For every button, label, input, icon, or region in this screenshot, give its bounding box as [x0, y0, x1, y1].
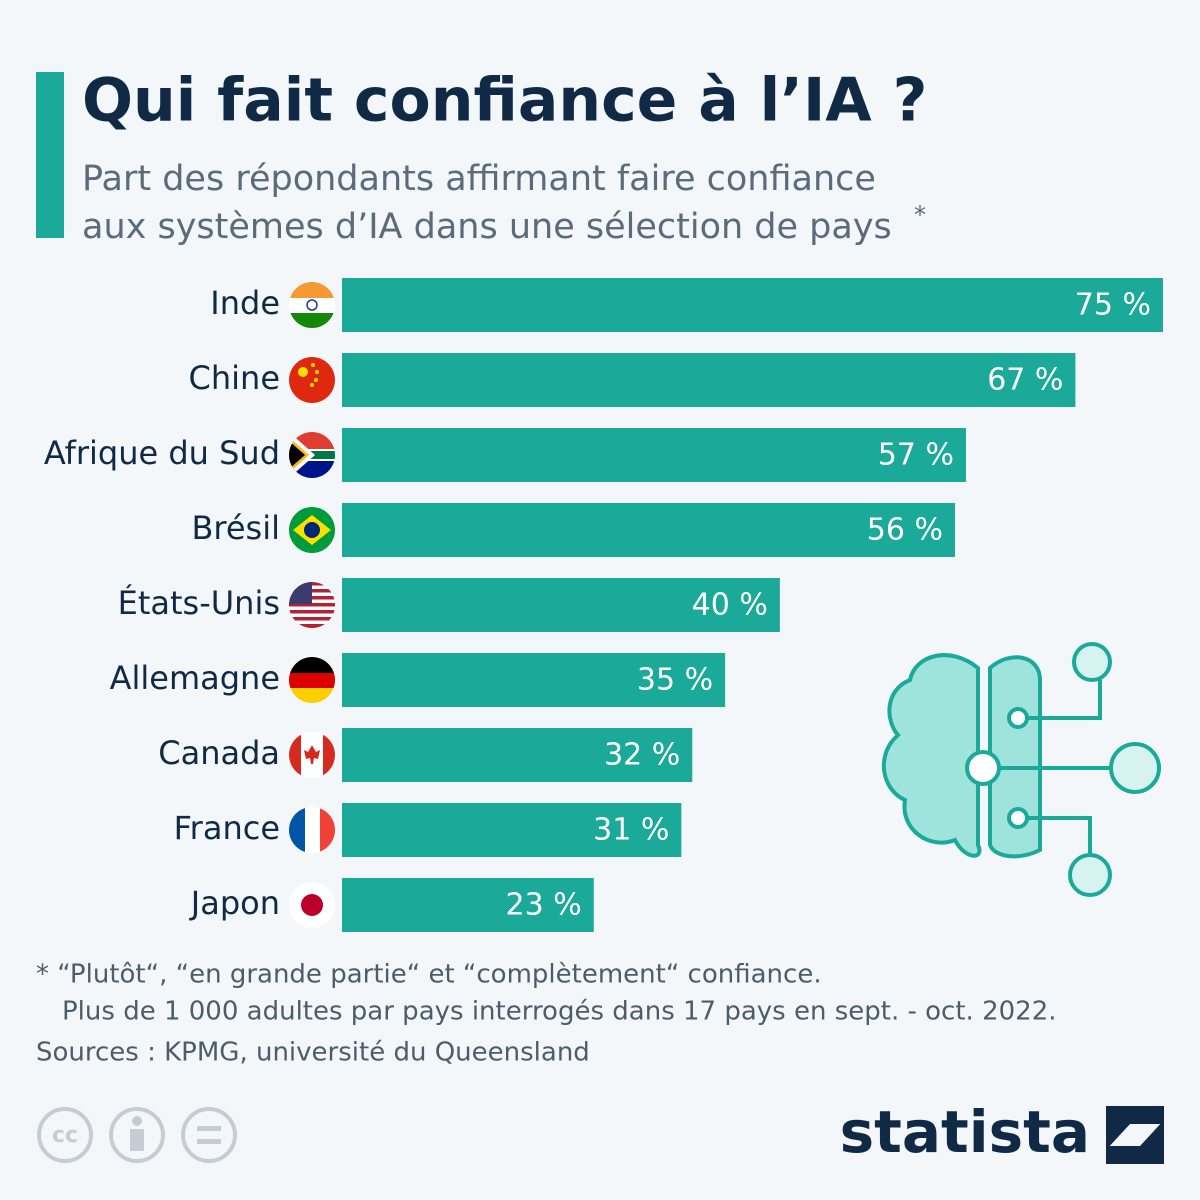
source: Sources : KPMG, université du Queensland: [36, 1038, 590, 1068]
category-label: Brésil: [191, 509, 280, 547]
flag-france: [289, 807, 335, 853]
bar: [342, 653, 726, 707]
bar: [342, 728, 693, 782]
flag-brazil: [289, 507, 335, 553]
flags: [289, 282, 335, 928]
value-label: 57 %: [878, 438, 954, 473]
category-label: Japon: [189, 884, 280, 922]
accent-bar: [36, 72, 64, 238]
flag-china: [289, 357, 335, 403]
bar: [342, 578, 780, 632]
bar: [342, 428, 966, 482]
flag-usa: [289, 582, 335, 628]
flag-canada: [289, 732, 335, 778]
category-label: Inde: [210, 284, 280, 322]
value-label: 75 %: [1075, 288, 1151, 323]
value-label: 67 %: [987, 363, 1063, 398]
flag-india: [289, 282, 335, 328]
value-label: 40 %: [692, 588, 768, 623]
flag-south-africa: [289, 432, 335, 478]
bar: [342, 278, 1163, 332]
footnote: * “Plutôt“, “en grande partie“ et “compl…: [36, 960, 822, 990]
chart-title: Qui fait confiance à l’IA ?: [82, 66, 927, 136]
value-label: 23 %: [506, 888, 582, 923]
bar: [342, 803, 682, 857]
subtitle-line: Part des répondants affirmant faire conf…: [82, 159, 876, 199]
value-label: 32 %: [604, 738, 680, 773]
cc-icon-label: cc: [52, 1123, 78, 1148]
brand-mark: [1106, 1106, 1164, 1164]
subtitle-line: aux systèmes d’IA dans une sélection de …: [82, 207, 892, 247]
flag-japan: [289, 882, 335, 928]
plot-area: Inde 75 % Chine 67 % Afrique du Sud 57 % Brési…: [44, 278, 1163, 932]
value-label: 56 %: [867, 513, 943, 548]
license-icons: cc: [37, 1107, 237, 1163]
bar: [342, 878, 594, 932]
category-label: Chine: [189, 359, 280, 397]
brand-logo: statista: [840, 1098, 1090, 1166]
value-label: 35 %: [637, 663, 713, 698]
value-label: 31 %: [593, 813, 669, 848]
category-label: Canada: [158, 734, 280, 772]
bar: [342, 503, 956, 557]
flag-germany: [289, 657, 335, 703]
category-label: France: [174, 809, 280, 847]
category-label: États-Unis: [118, 584, 280, 622]
category-label: Afrique du Sud: [44, 434, 280, 472]
category-label: Allemagne: [110, 659, 280, 697]
footnote: Plus de 1 000 adultes par pays interrogé…: [62, 997, 1057, 1027]
subtitle-mark: *: [914, 201, 926, 229]
brain-illustration: [881, 642, 1161, 897]
bar: [342, 353, 1076, 407]
